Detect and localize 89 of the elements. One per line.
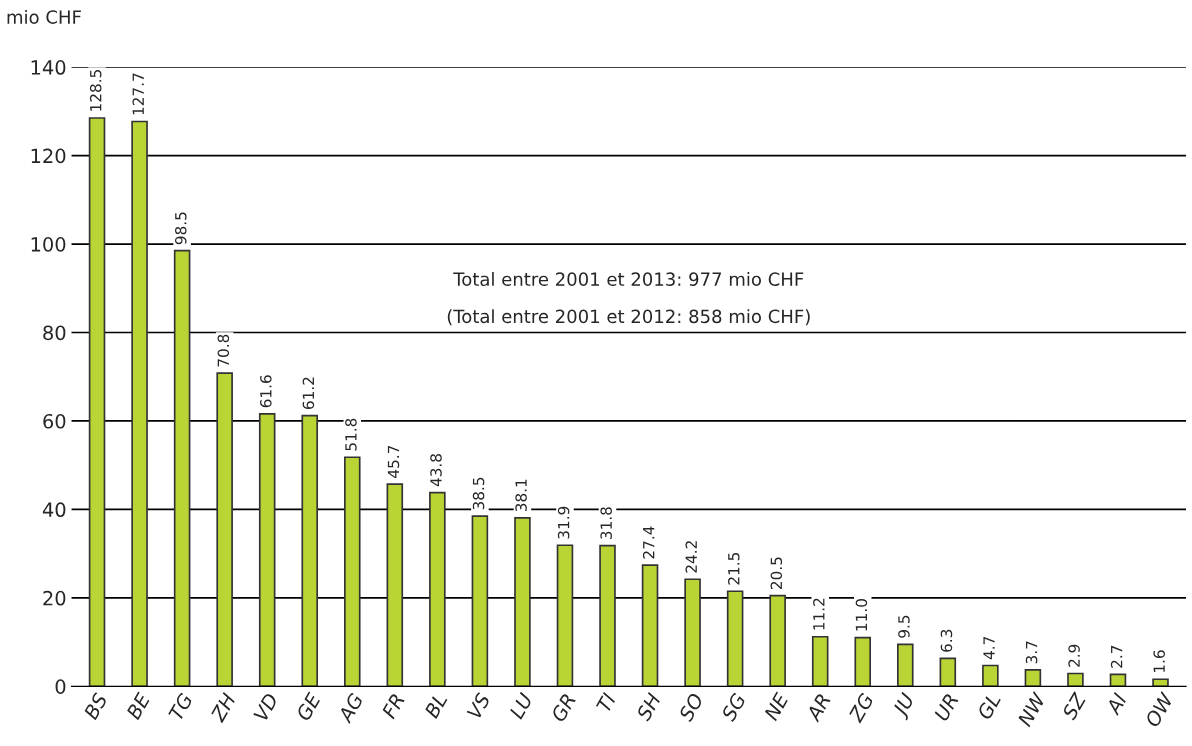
x-tick-label: LU	[508, 691, 534, 720]
bar	[769, 594, 786, 687]
bar	[641, 564, 659, 687]
x-tick-label: GR	[550, 692, 577, 723]
y-tick-label: 60	[43, 413, 66, 429]
y-tick-label: 40	[42, 502, 66, 518]
data-label: 127.7	[132, 73, 144, 115]
x-tick-label: ZH	[209, 691, 237, 724]
x-tick-label: GE	[295, 691, 322, 722]
x-tick-label: ZG	[847, 692, 875, 724]
data-label: 38.1	[515, 479, 527, 512]
data-label: 11.2	[813, 598, 825, 630]
bar	[258, 413, 276, 687]
x-tick-label: JU	[891, 691, 919, 721]
data-label: 9.5	[898, 615, 910, 638]
annotation: Total entre 2001 et 2013: 977 mio CHF	[453, 272, 804, 286]
x-tick-label: AG	[336, 692, 364, 725]
x-tick-label: SO	[677, 692, 704, 723]
x-tick-label: SZ	[1061, 691, 1087, 721]
y-axis-title: mio CHF	[7, 9, 81, 24]
annotation: (Total entre 2001 et 2012: 858 mio CHF)	[447, 309, 810, 326]
bar	[1024, 669, 1042, 687]
x-tick-label: TG	[167, 692, 194, 722]
bar	[343, 456, 361, 687]
data-label: 128.5	[89, 70, 102, 111]
data-label: 45.7	[387, 445, 400, 478]
bar	[1067, 672, 1084, 687]
x-tick-label: BS	[83, 691, 109, 721]
data-label: 31.8	[600, 507, 612, 539]
bar	[131, 120, 148, 687]
data-label: 98.5	[175, 212, 187, 245]
x-tick-label: UR	[933, 693, 959, 722]
bar	[1152, 678, 1169, 687]
data-label: 1.6	[1153, 650, 1165, 673]
x-tick-label: FR	[381, 693, 405, 720]
x-tick-label: BL	[423, 692, 448, 720]
bar	[599, 544, 616, 687]
bar	[556, 544, 574, 687]
x-tick-label: BE	[125, 691, 151, 721]
bar	[1109, 673, 1127, 687]
data-label: 24.2	[685, 541, 697, 573]
bar	[982, 664, 999, 687]
data-label: 61.6	[260, 375, 272, 408]
y-tick-label: 100	[31, 237, 66, 252]
x-tick-label: SH	[635, 691, 662, 722]
bar	[726, 590, 744, 687]
bar	[301, 414, 319, 687]
data-label: 70.8	[217, 334, 230, 367]
data-label: 61.2	[302, 377, 315, 410]
data-label: 2.7	[1110, 645, 1123, 668]
x-tick-label: SG	[720, 692, 747, 723]
data-label: 6.3	[940, 629, 953, 652]
y-tick-label: 120	[31, 148, 66, 164]
x-tick-label: NE	[763, 691, 789, 722]
x-tick-label: TI	[595, 691, 617, 714]
data-label: 31.9	[557, 506, 570, 539]
data-label: 43.8	[430, 454, 442, 487]
x-tick-label: VD	[253, 692, 279, 722]
data-label: 11.0	[855, 599, 868, 631]
bar	[429, 491, 446, 687]
y-tick-label: 0	[55, 679, 66, 694]
bar	[684, 578, 701, 687]
bar	[471, 515, 489, 687]
data-label: 51.8	[345, 418, 357, 451]
data-label: 27.4	[642, 526, 655, 559]
data-label: 2.9	[1068, 644, 1080, 667]
bar	[939, 657, 957, 687]
x-tick-label: AR	[805, 693, 831, 723]
data-label: 38.5	[472, 477, 485, 510]
data-label: 20.5	[770, 557, 783, 589]
bar	[216, 372, 233, 687]
y-tick-label: 20	[43, 590, 66, 606]
data-label: 21.5	[728, 552, 740, 585]
x-tick-label: VS	[466, 691, 491, 720]
x-tick-label: OW	[1144, 690, 1175, 728]
bar	[173, 249, 191, 687]
data-label: 4.7	[983, 636, 995, 660]
y-tick-label: 80	[43, 325, 66, 341]
data-label: 3.7	[1025, 641, 1038, 664]
bar	[897, 643, 914, 687]
bar	[514, 516, 531, 687]
bar	[88, 117, 106, 687]
x-tick-label: GL	[976, 692, 1002, 721]
y-tick-label: 140	[31, 60, 66, 75]
x-tick-label: AI	[1105, 691, 1128, 716]
x-tick-label: NW	[1017, 690, 1047, 728]
bar	[811, 635, 829, 687]
bar	[386, 483, 404, 687]
bar	[854, 636, 872, 687]
